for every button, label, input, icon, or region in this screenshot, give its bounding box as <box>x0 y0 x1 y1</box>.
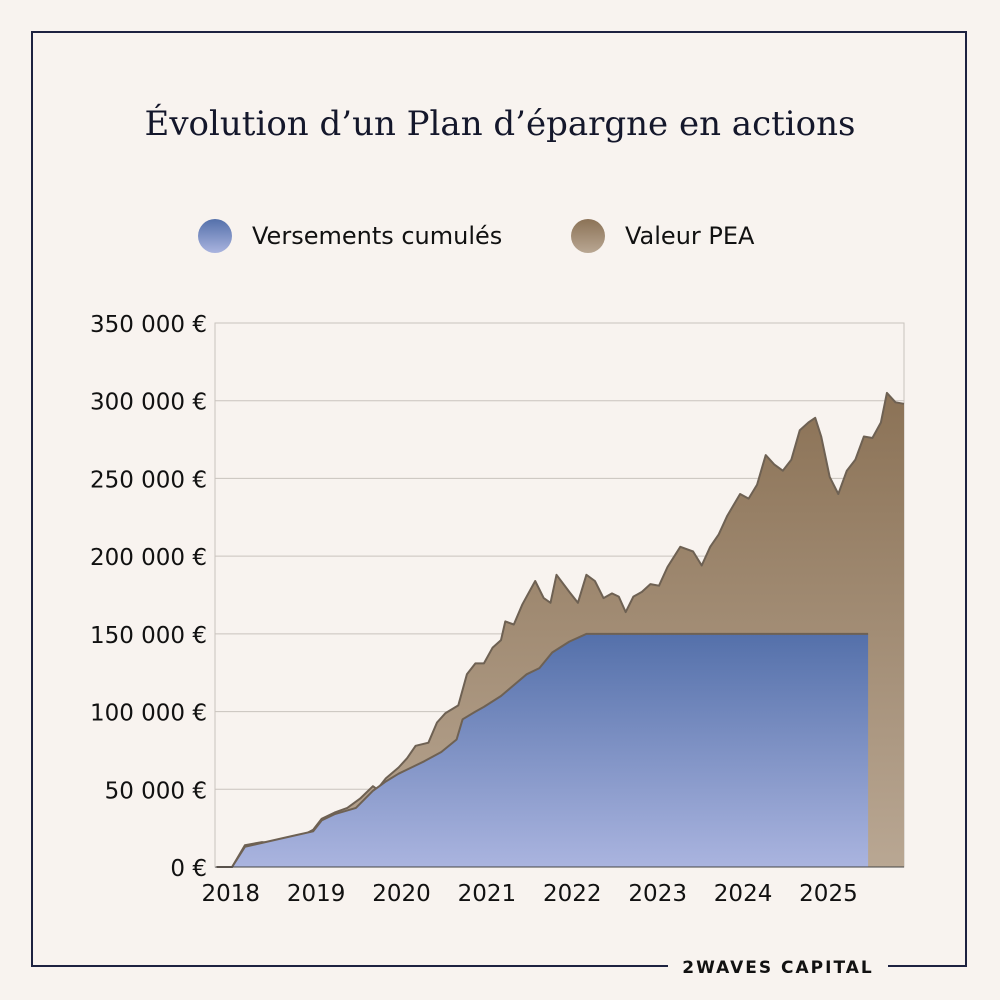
chart-legend: Versements cumulés Valeur PEA <box>0 218 1000 254</box>
x-tick-label: 2025 <box>799 881 858 907</box>
y-tick-label: 200 000 € <box>90 545 207 571</box>
x-tick-label: 2018 <box>202 881 261 907</box>
legend-swatch-valeur <box>571 219 605 253</box>
y-tick-label: 50 000 € <box>105 778 207 804</box>
y-tick-label: 0 € <box>170 856 207 882</box>
legend-item-versements: Versements cumulés <box>198 218 502 254</box>
footer-brand-box: 2WAVES CAPITAL <box>668 954 888 982</box>
legend-label-valeur: Valeur PEA <box>625 222 755 250</box>
y-tick-label: 100 000 € <box>90 701 207 727</box>
x-tick-label: 2024 <box>714 881 773 907</box>
y-tick-label: 300 000 € <box>90 390 207 416</box>
legend-swatch-versements <box>198 219 232 253</box>
footer-brand: 2WAVES CAPITAL <box>682 958 874 978</box>
x-tick-label: 2021 <box>458 881 517 907</box>
chart-frame <box>31 31 967 967</box>
x-tick-label: 2023 <box>628 881 687 907</box>
y-tick-label: 250 000 € <box>90 467 207 493</box>
area-versements <box>216 633 869 867</box>
legend-item-valeur: Valeur PEA <box>571 218 754 254</box>
x-tick-label: 2020 <box>372 881 431 907</box>
legend-label-versements: Versements cumulés <box>252 222 503 250</box>
x-tick-label: 2022 <box>543 881 602 907</box>
chart-title: Évolution d’un Plan d’épargne en actions <box>144 104 856 144</box>
y-tick-label: 350 000 € <box>90 312 207 338</box>
line-versements <box>216 632 869 868</box>
x-tick-label: 2019 <box>287 881 346 907</box>
y-tick-label: 150 000 € <box>90 623 207 649</box>
line-valeur-pea <box>216 391 905 868</box>
